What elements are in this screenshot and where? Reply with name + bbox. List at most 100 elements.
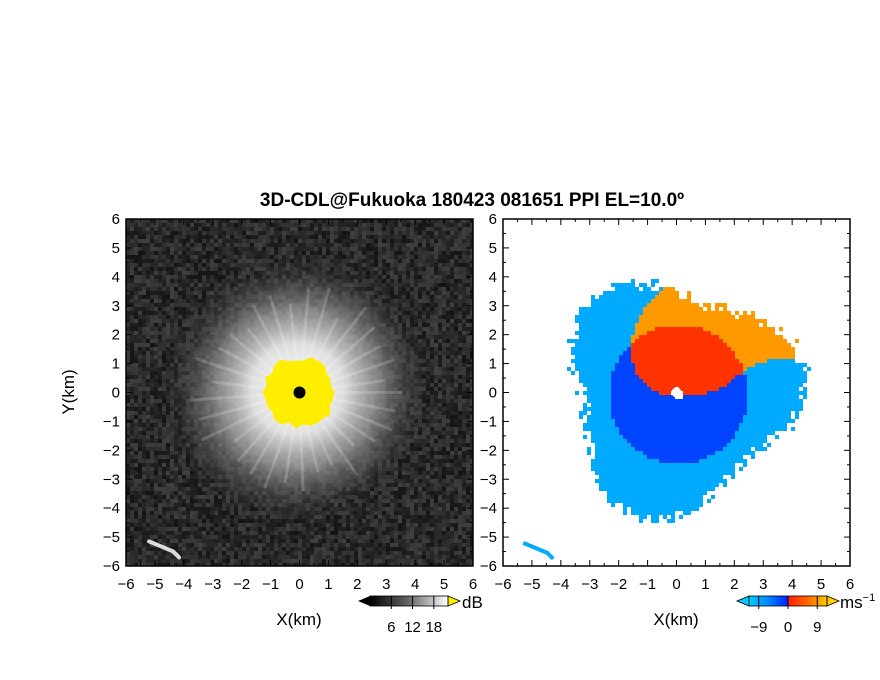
intensity-noise-cell — [462, 355, 466, 359]
intensity-noise-cell — [150, 267, 154, 271]
intensity-noise-cell — [462, 371, 466, 375]
intensity-noise-cell — [146, 227, 150, 231]
intensity-noise-cell — [410, 279, 414, 283]
intensity-noise-cell — [442, 379, 446, 383]
intensity-noise-cell — [446, 347, 450, 351]
intensity-noise-cell — [190, 267, 194, 271]
intensity-noise-cell — [206, 227, 210, 231]
intensity-noise-cell — [442, 303, 446, 307]
intensity-noise-cell — [266, 235, 270, 239]
intensity-noise-cell — [126, 259, 130, 263]
intensity-noise-cell — [154, 391, 158, 395]
intensity-noise-cell — [418, 443, 422, 447]
intensity-noise-cell — [154, 343, 158, 347]
intensity-noise-cell — [178, 267, 182, 271]
intensity-noise-cell — [458, 247, 462, 251]
intensity-noise-cell — [190, 283, 194, 287]
intensity-noise-cell — [154, 447, 158, 451]
intensity-noise-cell — [394, 231, 398, 235]
intensity-noise-cell — [358, 235, 362, 239]
intensity-noise-cell — [294, 231, 298, 235]
intensity-noise-cell — [146, 271, 150, 275]
intensity-noise-cell — [142, 435, 146, 439]
intensity-noise-cell — [462, 323, 466, 327]
intensity-noise-cell — [142, 243, 146, 247]
intensity-noise-cell — [354, 239, 358, 243]
intensity-noise-cell — [310, 239, 314, 243]
intensity-noise-cell — [390, 227, 394, 231]
intensity-noise-cell — [394, 223, 398, 227]
intensity-noise-cell — [126, 303, 130, 307]
intensity-noise-cell — [142, 447, 146, 451]
intensity-noise-cell — [222, 235, 226, 239]
intensity-noise-cell — [438, 363, 442, 367]
intensity-noise-cell — [450, 295, 454, 299]
intensity-noise-cell — [374, 267, 378, 271]
intensity-noise-cell — [158, 435, 162, 439]
intensity-noise-cell — [462, 319, 466, 323]
intensity-noise-cell — [254, 227, 258, 231]
intensity-noise-cell — [362, 239, 366, 243]
intensity-noise-cell — [434, 419, 438, 423]
intensity-noise-cell — [162, 371, 166, 375]
intensity-noise-cell — [370, 231, 374, 235]
intensity-noise-cell — [238, 243, 242, 247]
intensity-noise-cell — [182, 319, 186, 323]
intensity-noise-cell — [442, 259, 446, 263]
intensity-noise-cell — [434, 443, 438, 447]
intensity-noise-cell — [398, 231, 402, 235]
intensity-noise-cell — [158, 443, 162, 447]
intensity-noise-cell — [358, 259, 362, 263]
intensity-noise-cell — [466, 427, 470, 431]
intensity-noise-cell — [142, 359, 146, 363]
intensity-noise-cell — [430, 423, 434, 427]
intensity-noise-cell — [230, 235, 234, 239]
intensity-noise-cell — [430, 443, 434, 447]
intensity-noise-cell — [410, 307, 414, 311]
intensity-noise-cell — [394, 239, 398, 243]
intensity-noise-cell — [442, 439, 446, 443]
intensity-noise-cell — [254, 247, 258, 251]
intensity-noise-cell — [226, 275, 230, 279]
intensity-noise-cell — [230, 223, 234, 227]
intensity-noise-cell — [154, 239, 158, 243]
intensity-noise-cell — [434, 343, 438, 347]
intensity-noise-cell — [466, 267, 470, 271]
intensity-noise-cell — [194, 235, 198, 239]
intensity-noise-cell — [366, 243, 370, 247]
intensity-noise-cell — [266, 247, 270, 251]
intensity-noise-cell — [462, 235, 466, 239]
intensity-noise-cell — [282, 251, 286, 255]
intensity-noise-cell — [158, 319, 162, 323]
intensity-noise-cell — [198, 259, 202, 263]
intensity-noise-cell — [310, 227, 314, 231]
intensity-noise-cell — [414, 307, 418, 311]
intensity-noise-cell — [426, 291, 430, 295]
intensity-noise-cell — [346, 263, 350, 267]
intensity-noise-cell — [162, 339, 166, 343]
intensity-noise-cell — [374, 219, 378, 223]
intensity-noise-cell — [422, 279, 426, 283]
intensity-noise-cell — [338, 219, 342, 223]
intensity-noise-cell — [350, 251, 354, 255]
intensity-noise-cell — [178, 327, 182, 331]
intensity-noise-cell — [274, 251, 278, 255]
intensity-noise-cell — [458, 335, 462, 339]
intensity-noise-cell — [166, 299, 170, 303]
intensity-noise-cell — [446, 387, 450, 391]
intensity-noise-cell — [362, 219, 366, 223]
intensity-noise-cell — [434, 283, 438, 287]
intensity-noise-cell — [438, 235, 442, 239]
intensity-noise-cell — [438, 315, 442, 319]
intensity-noise-cell — [414, 271, 418, 275]
intensity-noise-cell — [162, 279, 166, 283]
intensity-noise-cell — [130, 299, 134, 303]
intensity-noise-cell — [314, 219, 318, 223]
intensity-noise-cell — [170, 255, 174, 259]
intensity-noise-cell — [370, 271, 374, 275]
intensity-noise-cell — [166, 331, 170, 335]
intensity-noise-cell — [378, 283, 382, 287]
intensity-noise-cell — [394, 259, 398, 263]
intensity-noise-cell — [466, 299, 470, 303]
intensity-noise-cell — [462, 243, 466, 247]
